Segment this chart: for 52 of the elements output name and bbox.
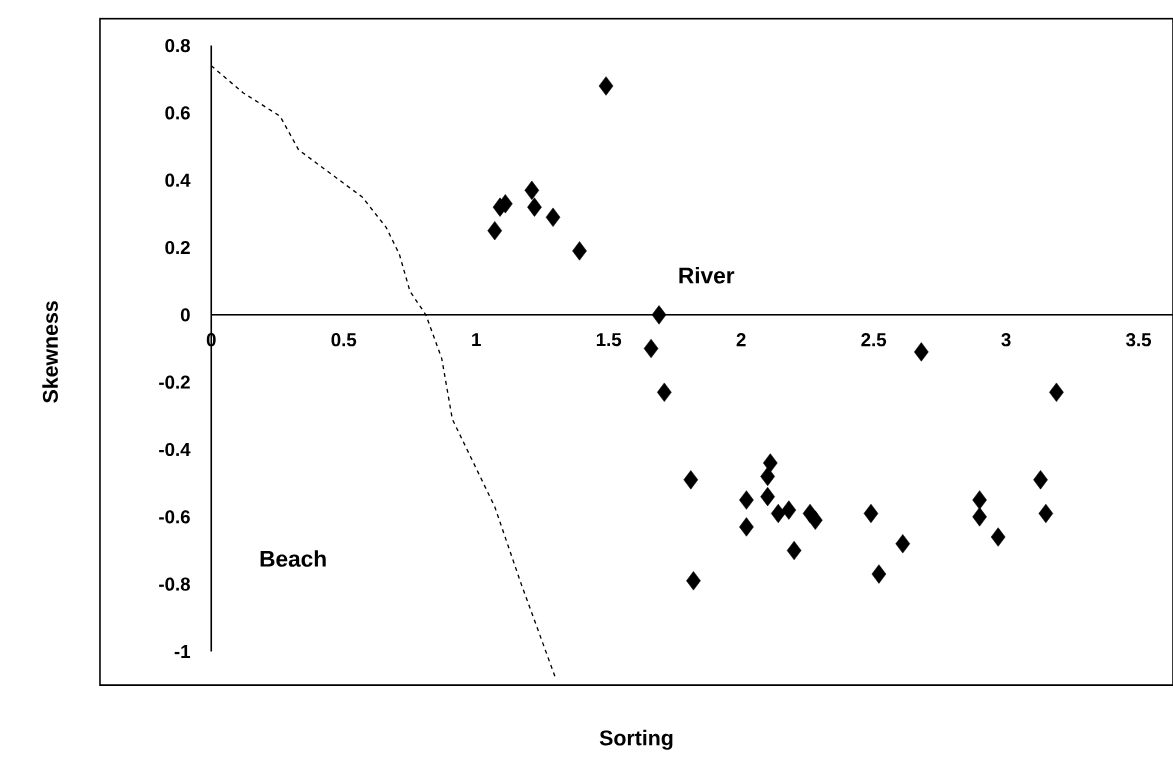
point	[972, 490, 987, 510]
point	[914, 342, 929, 362]
point	[990, 527, 1006, 547]
y-tick-label: -0.4	[159, 442, 191, 457]
point	[598, 76, 614, 96]
point	[527, 197, 542, 217]
x-tick-label: 3	[1001, 333, 1011, 347]
y-tick-label: 0.4	[165, 173, 191, 187]
y-tick-label: 0.6	[165, 106, 190, 120]
point	[1033, 470, 1048, 490]
point	[1038, 503, 1054, 524]
point	[498, 194, 513, 214]
x-tick-label: 1.5	[596, 333, 622, 347]
point	[524, 180, 540, 200]
annotation: Beach	[260, 550, 326, 567]
point	[770, 503, 786, 524]
point	[808, 510, 823, 530]
x-tick-label: 3.5	[1126, 333, 1152, 347]
x-tick-label: 1	[472, 333, 481, 346]
point	[760, 486, 775, 507]
point	[686, 571, 701, 591]
point	[683, 470, 699, 490]
point	[863, 503, 879, 524]
y-tick-label: 0.8	[165, 38, 190, 53]
y-tick-label: -0.6	[159, 510, 190, 524]
point	[895, 534, 911, 554]
point	[1049, 382, 1064, 402]
y-tick-label: -0.8	[159, 577, 190, 591]
point	[739, 517, 754, 537]
point	[545, 207, 561, 227]
x-tick-label: 2	[736, 333, 746, 347]
point	[763, 453, 778, 473]
point	[760, 466, 775, 486]
point	[871, 564, 887, 584]
annotation: River	[679, 266, 735, 284]
point	[651, 305, 667, 325]
x-tick-label: 2.5	[861, 333, 887, 347]
point	[781, 500, 797, 520]
y-axis-title: Skewness	[42, 301, 58, 403]
point	[572, 241, 587, 261]
point	[786, 540, 802, 561]
x-tick-label: 0.5	[331, 333, 357, 347]
point	[657, 382, 672, 402]
point	[643, 338, 659, 359]
y-tick-label: 0.2	[165, 240, 190, 255]
point	[739, 490, 754, 510]
y-tick-label: 0	[180, 308, 190, 322]
y-tick-label: -0.2	[159, 375, 190, 389]
point	[972, 507, 987, 527]
y-tick-label: -1	[174, 645, 191, 658]
point	[487, 221, 503, 241]
x-axis-title: Sorting	[599, 729, 673, 750]
